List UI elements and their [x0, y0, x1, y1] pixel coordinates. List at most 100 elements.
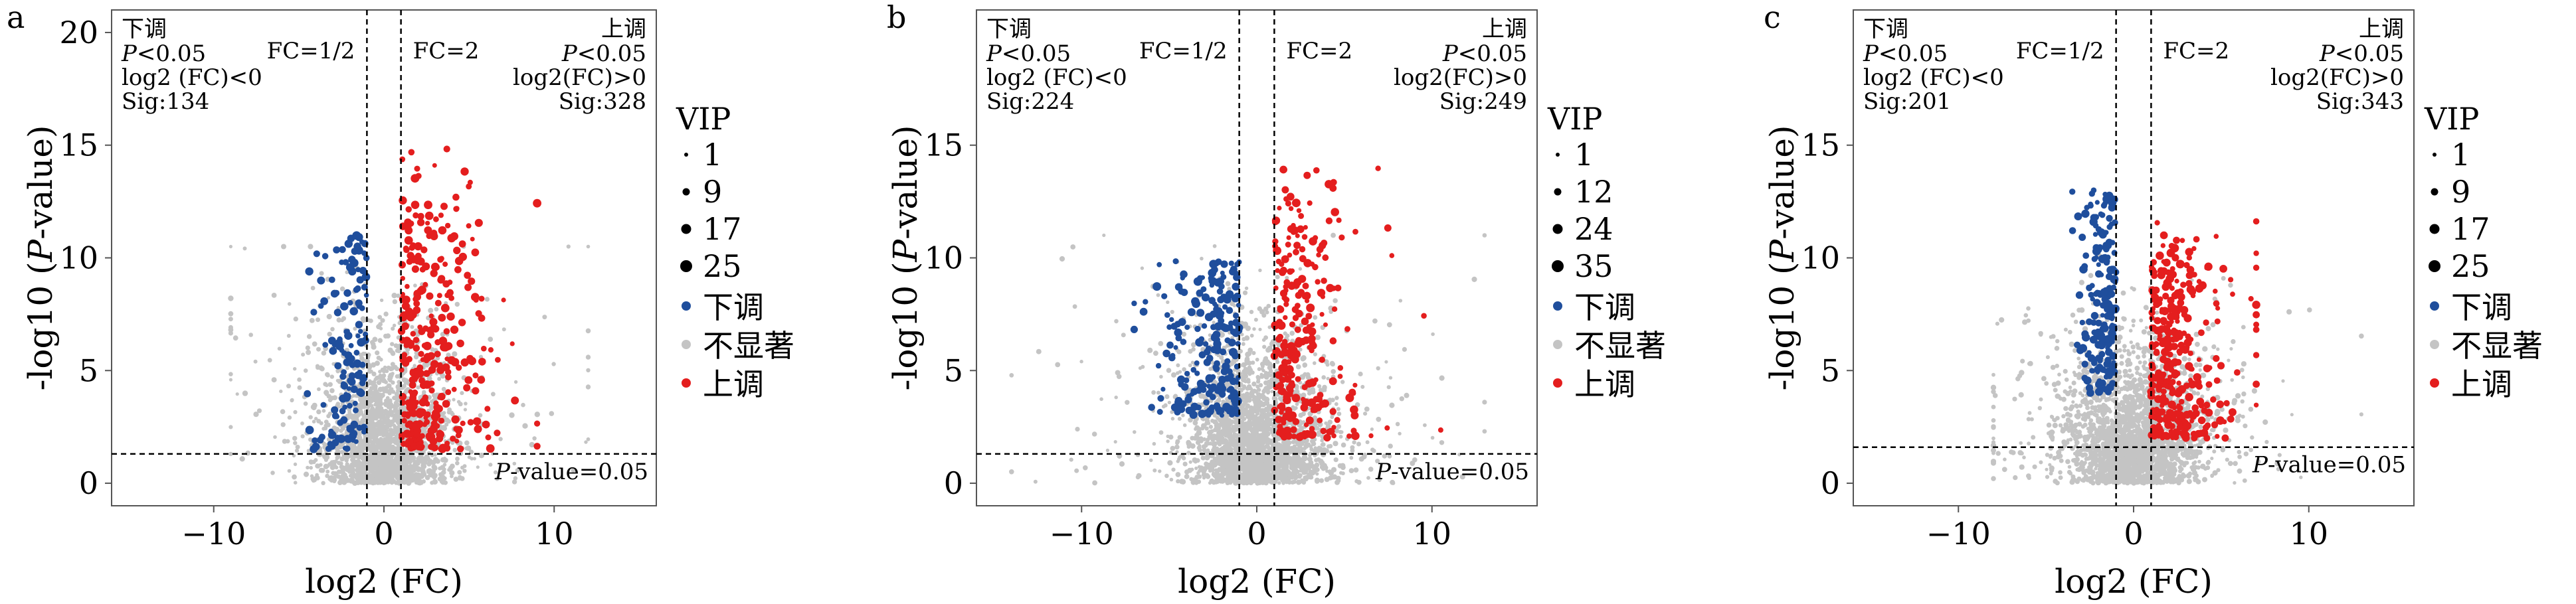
point-up-regulated — [411, 174, 420, 183]
point-down-regulated — [328, 276, 335, 283]
point-not-significant — [388, 456, 393, 461]
point-not-significant — [584, 440, 588, 444]
point-up-regulated — [477, 376, 486, 384]
point-not-significant — [339, 456, 345, 462]
point-not-significant — [336, 469, 341, 475]
point-not-significant — [488, 337, 494, 342]
point-not-significant — [1055, 362, 1061, 368]
point-not-significant — [1246, 378, 1251, 382]
point-up-regulated — [433, 412, 441, 419]
point-not-significant — [293, 316, 298, 322]
point-down-regulated — [352, 231, 361, 240]
point-not-significant — [267, 358, 272, 363]
point-not-significant — [1209, 479, 1214, 484]
point-not-significant — [442, 425, 447, 431]
point-not-significant — [1404, 392, 1410, 398]
point-not-significant — [381, 469, 385, 473]
point-not-significant — [1291, 447, 1298, 453]
point-not-significant — [424, 475, 430, 481]
point-down-regulated — [344, 240, 353, 248]
point-not-significant — [390, 342, 395, 346]
point-not-significant — [1255, 374, 1260, 380]
point-not-significant — [1303, 446, 1307, 451]
point-not-significant — [1188, 460, 1192, 464]
point-down-regulated — [333, 309, 342, 317]
point-not-significant — [470, 457, 474, 461]
point-not-significant — [309, 466, 314, 470]
point-down-regulated — [342, 259, 349, 265]
point-not-significant — [1314, 463, 1319, 469]
point-not-significant — [391, 327, 395, 331]
point-up-regulated — [438, 275, 446, 283]
point-not-significant — [395, 374, 400, 379]
point-down-regulated — [331, 406, 339, 414]
point-not-significant — [1259, 414, 1265, 419]
point-not-significant — [384, 424, 390, 430]
point-not-significant — [407, 475, 412, 481]
point-not-significant — [1102, 233, 1106, 238]
point-not-significant — [413, 465, 417, 470]
point-not-significant — [542, 315, 547, 320]
point-not-significant — [326, 313, 332, 320]
point-up-regulated — [473, 297, 479, 303]
point-not-significant — [1245, 459, 1251, 465]
point-down-regulated — [347, 300, 353, 306]
point-not-significant — [379, 437, 383, 441]
point-not-significant — [335, 450, 339, 454]
point-not-significant — [316, 465, 320, 469]
point-up-regulated — [467, 179, 473, 185]
point-not-significant — [452, 398, 456, 402]
point-down-regulated — [304, 390, 312, 398]
point-not-significant — [290, 398, 294, 403]
point-not-significant — [392, 299, 398, 305]
point-not-significant — [1370, 427, 1374, 431]
point-not-significant — [245, 450, 251, 456]
point-not-significant — [1251, 381, 1257, 387]
point-down-regulated — [355, 246, 363, 255]
point-down-regulated — [312, 437, 318, 444]
point-not-significant — [432, 479, 438, 485]
point-not-significant — [1191, 347, 1196, 352]
point-not-significant — [1242, 337, 1246, 342]
point-not-significant — [1301, 455, 1306, 459]
point-not-significant — [478, 453, 485, 459]
point-up-regulated — [403, 222, 412, 230]
point-up-regulated — [422, 281, 428, 287]
point-up-regulated — [406, 258, 413, 265]
point-not-significant — [1237, 349, 1242, 354]
point-not-significant — [357, 478, 363, 484]
point-not-significant — [228, 311, 234, 317]
point-not-significant — [377, 392, 383, 398]
point-not-significant — [432, 473, 438, 479]
point-not-significant — [392, 416, 398, 421]
point-up-regulated — [457, 445, 464, 453]
point-up-regulated — [402, 411, 409, 417]
point-not-significant — [1208, 333, 1212, 337]
point-not-significant — [1204, 441, 1209, 446]
point-not-significant — [368, 370, 373, 374]
point-not-significant — [383, 463, 389, 467]
point-not-significant — [294, 448, 300, 453]
point-not-significant — [1202, 437, 1207, 441]
point-not-significant — [1370, 447, 1375, 452]
point-not-significant — [498, 437, 503, 441]
point-down-regulated — [339, 373, 347, 380]
point-not-significant — [383, 458, 389, 463]
point-down-regulated — [345, 329, 350, 334]
point-not-significant — [1198, 465, 1204, 471]
point-not-significant — [1167, 460, 1173, 466]
point-not-significant — [381, 414, 385, 417]
point-not-significant — [312, 477, 317, 483]
point-not-significant — [440, 373, 446, 379]
point-not-significant — [371, 382, 375, 386]
point-up-regulated — [438, 337, 448, 346]
point-not-significant — [369, 469, 374, 474]
point-not-significant — [1430, 435, 1435, 440]
point-up-regulated — [440, 303, 450, 313]
point-not-significant — [387, 374, 392, 379]
point-not-significant — [1105, 448, 1109, 453]
point-not-significant — [1149, 458, 1153, 463]
point-not-significant — [464, 440, 470, 446]
point-up-regulated — [430, 360, 439, 368]
point-down-regulated — [322, 253, 329, 260]
